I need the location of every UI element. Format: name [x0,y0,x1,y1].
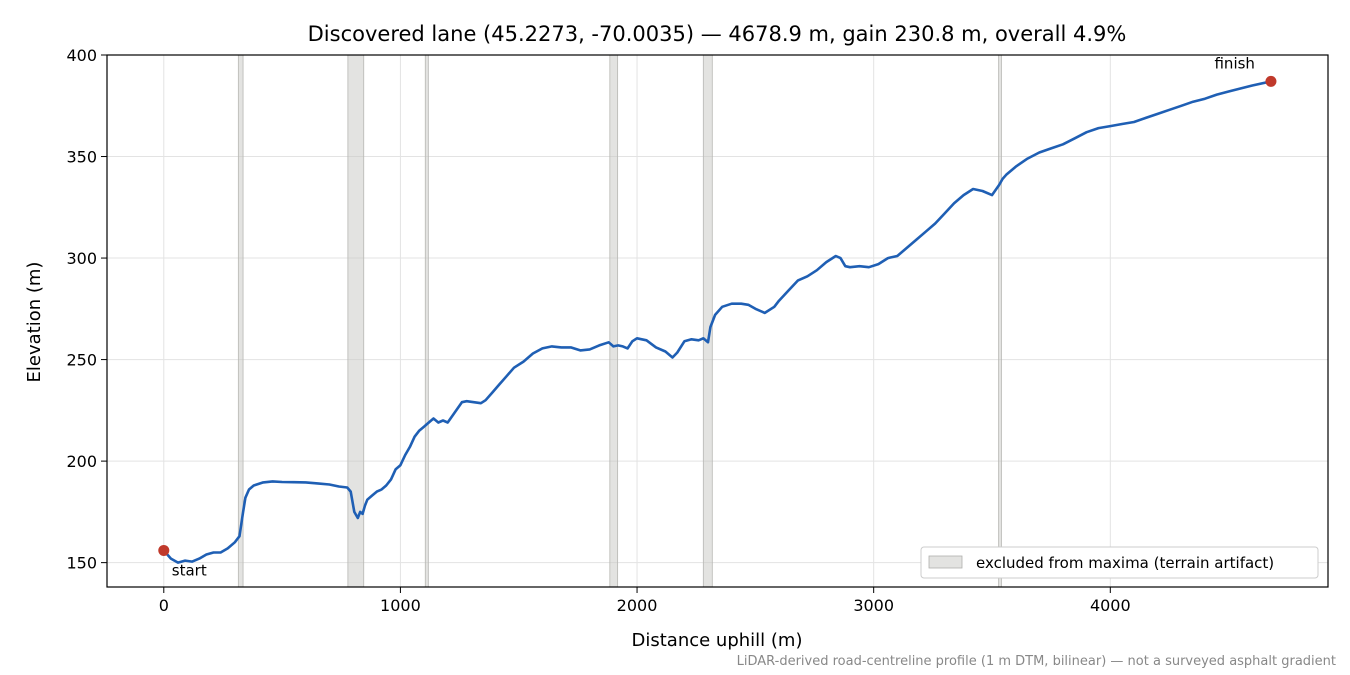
marker-layer: start finish [158,54,1277,579]
y-tick-label: 400 [66,46,97,65]
y-tick-label: 150 [66,554,97,573]
y-tick-label: 300 [66,249,97,268]
plot-frame [106,54,1329,588]
excluded-band [702,54,713,588]
finish-label: finish [1214,54,1254,72]
y-axis-label: Elevation (m) [24,262,45,383]
x-axis-label: Distance uphill (m) [632,630,803,651]
y-tick-label: 250 [66,351,97,370]
legend: excluded from maxima (terrain artifact) [920,546,1319,579]
x-tick-label: 3000 [853,596,894,615]
tick-layer: 0 1000 2000 3000 4000 150 200 250 300 350 400 [66,46,1130,615]
excluded-band [424,54,429,588]
excluded-band [237,54,244,588]
x-tick-label: 0 [159,596,169,615]
excluded-band [347,54,365,588]
x-tick-label: 2000 [617,596,658,615]
x-tick-label: 1000 [380,596,421,615]
series-layer [162,80,1273,564]
legend-box [920,546,1319,579]
excluded-band [609,54,619,588]
y-tick-label: 200 [66,452,97,471]
chart-title: Discovered lane (45.2273, -70.0035) — 46… [308,22,1127,46]
legend-entry-excluded: excluded from maxima (terrain artifact) [976,554,1274,572]
elevation-line [162,80,1273,564]
footnote: LiDAR-derived road-centreline profile (1… [737,654,1336,669]
y-tick-label: 350 [66,148,97,167]
finish-marker [1265,75,1277,87]
excluded-band [998,54,1002,588]
start-marker [158,544,170,556]
x-tick-label: 4000 [1090,596,1131,615]
start-label: start [172,561,207,579]
legend-swatch [928,555,963,569]
